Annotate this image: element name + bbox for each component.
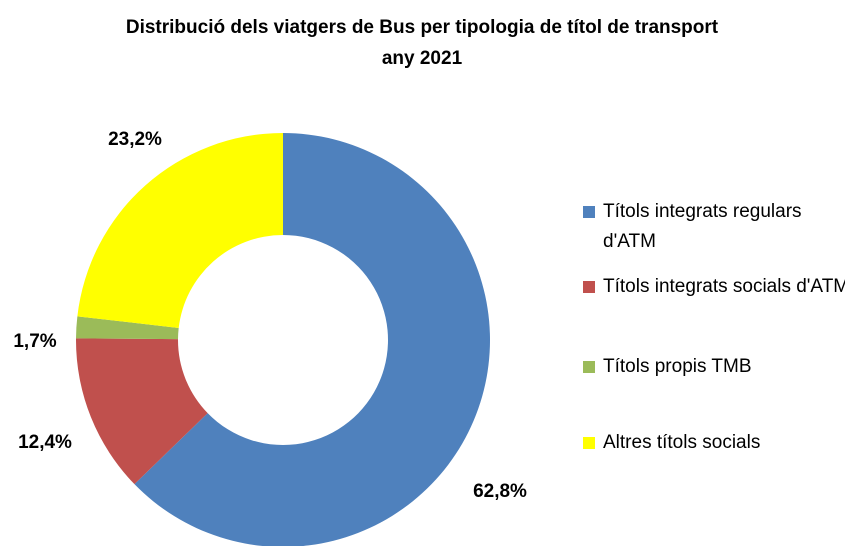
legend-item: Títols integrats socials d'ATM bbox=[583, 272, 845, 302]
legend-item: Títols propis TMB bbox=[583, 352, 845, 382]
legend-swatch bbox=[583, 361, 595, 373]
legend-swatch bbox=[583, 437, 595, 449]
slice bbox=[76, 338, 208, 485]
legend-label: Títols integrats socials d'ATM bbox=[603, 276, 845, 297]
legend-item: Altres títols socials bbox=[583, 428, 845, 458]
data-label: 12,4% bbox=[18, 432, 72, 453]
slice bbox=[76, 316, 179, 340]
legend-label: Títols integrats regulars d'ATM bbox=[603, 201, 802, 252]
legend-label: Altres títols socials bbox=[603, 432, 761, 453]
legend-item: Títols integrats regulars d'ATM bbox=[583, 197, 845, 257]
chart-title: Distribució dels viatgers de Bus per tip… bbox=[125, 17, 719, 69]
legend-swatch bbox=[583, 281, 595, 293]
legend-label: Títols propis TMB bbox=[603, 356, 752, 377]
data-label: 1,7% bbox=[13, 331, 56, 352]
data-label: 23,2% bbox=[108, 129, 162, 150]
data-label: 62,8% bbox=[473, 481, 527, 502]
slice bbox=[77, 133, 284, 328]
legend-swatch bbox=[583, 206, 595, 218]
slice bbox=[134, 133, 490, 546]
